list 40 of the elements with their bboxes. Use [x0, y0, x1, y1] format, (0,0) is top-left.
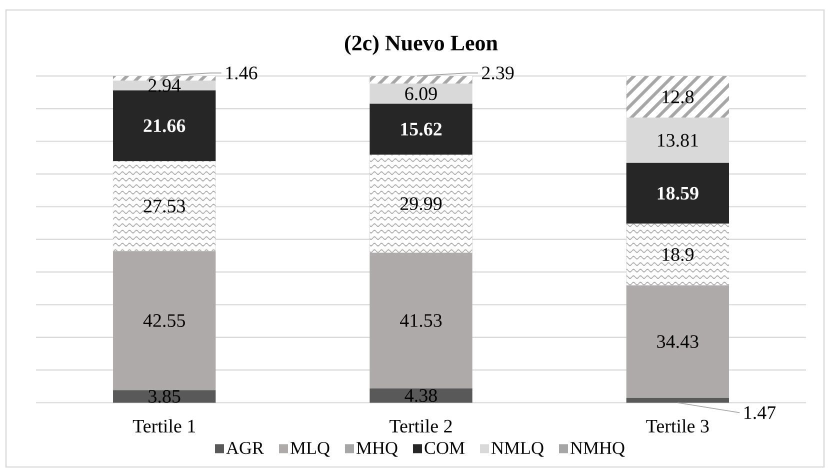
legend-label: COM	[424, 442, 464, 454]
chart-title: (2c) Nuevo Leon	[344, 35, 498, 55]
legend-label: NMLQ	[492, 442, 544, 457]
bar	[370, 84, 472, 104]
data-label: 12.8	[662, 90, 694, 104]
legend-label: MHQ	[356, 442, 398, 457]
data-label: 15.62	[401, 122, 442, 136]
bar	[370, 104, 472, 155]
data-label: 34.43	[657, 335, 698, 348]
x-tick-label: Tertile 3	[646, 419, 709, 433]
data-label: 29.99	[400, 197, 442, 210]
bar	[626, 118, 729, 163]
bar	[113, 90, 216, 162]
data-label: 13.81	[658, 134, 698, 147]
data-label: 4.38	[404, 389, 437, 402]
data-label: 3.85	[148, 390, 180, 403]
bar	[626, 285, 729, 398]
data-label: 42.55	[143, 314, 185, 328]
data-label: 18.9	[662, 248, 694, 261]
x-tick-label: Tertile 1	[132, 419, 195, 433]
bar	[113, 251, 216, 390]
data-label: 27.53	[144, 200, 185, 213]
bar	[626, 398, 729, 403]
data-label: 21.66	[144, 119, 186, 132]
legend-label: MLQ	[290, 442, 330, 457]
data-label: 41.53	[400, 314, 442, 327]
x-tick-label: Tertile 2	[390, 419, 452, 433]
bar	[113, 80, 216, 90]
bar	[626, 162, 729, 224]
data-label: 1.47	[744, 406, 776, 420]
bar	[113, 390, 216, 403]
bar	[370, 252, 472, 388]
data-label: 18.59	[658, 186, 698, 200]
data-label: 2.39	[482, 66, 514, 80]
data-label: 1.46	[226, 66, 258, 80]
data-label: 2.94	[148, 79, 181, 92]
legend-label: NMHQ	[570, 442, 625, 457]
bar	[370, 388, 472, 403]
legend-label: AGR	[226, 442, 264, 454]
data-label: 6.09	[405, 87, 437, 100]
